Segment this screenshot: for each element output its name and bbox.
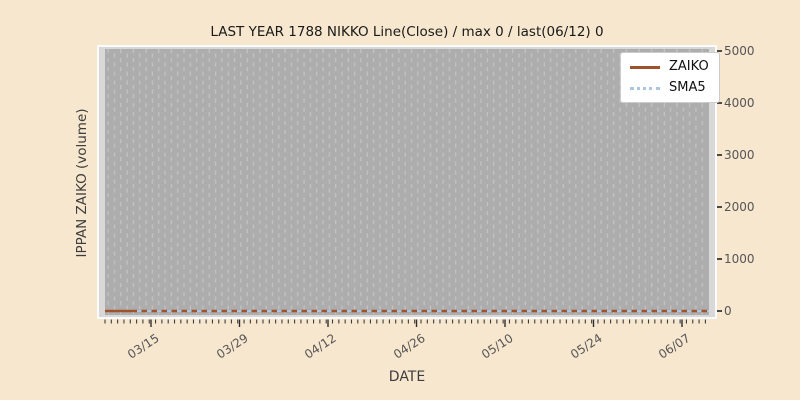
y-tick-label: 5000: [724, 44, 755, 58]
y-tick-mark: [717, 258, 722, 260]
plot-canvas: [105, 49, 709, 315]
y-tick-mark: [717, 206, 722, 208]
y-tick-label: 1000: [724, 252, 755, 266]
legend: ZAIKO SMA5: [620, 52, 720, 103]
y-tick-label: 2000: [724, 200, 755, 214]
gridlines: [107, 49, 707, 315]
legend-label: ZAIKO: [669, 59, 709, 74]
y-tick-mark: [717, 102, 722, 104]
solid-line-swatch-icon: [630, 65, 660, 69]
legend-item-sma5: SMA5: [630, 81, 709, 95]
chart-title: LAST YEAR 1788 NIKKO Line(Close) / max 0…: [210, 24, 604, 40]
y-tick-mark: [717, 50, 722, 52]
legend-item-zaiko: ZAIKO: [630, 60, 709, 74]
x-tick-label: 03/15: [124, 331, 162, 362]
x-axis-ticks: [104, 319, 706, 327]
x-axis-label: DATE: [388, 369, 426, 385]
x-tick-label: 04/12: [301, 331, 339, 362]
y-tick-mark: [717, 154, 722, 156]
x-tick-label: 05/24: [567, 331, 605, 362]
y-axis-label: IPPAN ZAIKO (volume): [74, 108, 90, 258]
y-tick-label: 3000: [724, 148, 755, 162]
y-tick-label: 0: [724, 304, 732, 318]
x-tick-label: 04/26: [390, 331, 428, 362]
y-tick-label: 4000: [724, 96, 755, 110]
dotted-line-swatch-icon: [630, 86, 660, 90]
x-tick-label: 06/07: [655, 331, 693, 362]
plot-area: [97, 45, 717, 319]
legend-label: SMA5: [669, 80, 706, 95]
x-tick-label: 05/10: [478, 331, 516, 362]
x-tick-label: 03/29: [213, 331, 251, 362]
y-tick-mark: [717, 310, 722, 312]
